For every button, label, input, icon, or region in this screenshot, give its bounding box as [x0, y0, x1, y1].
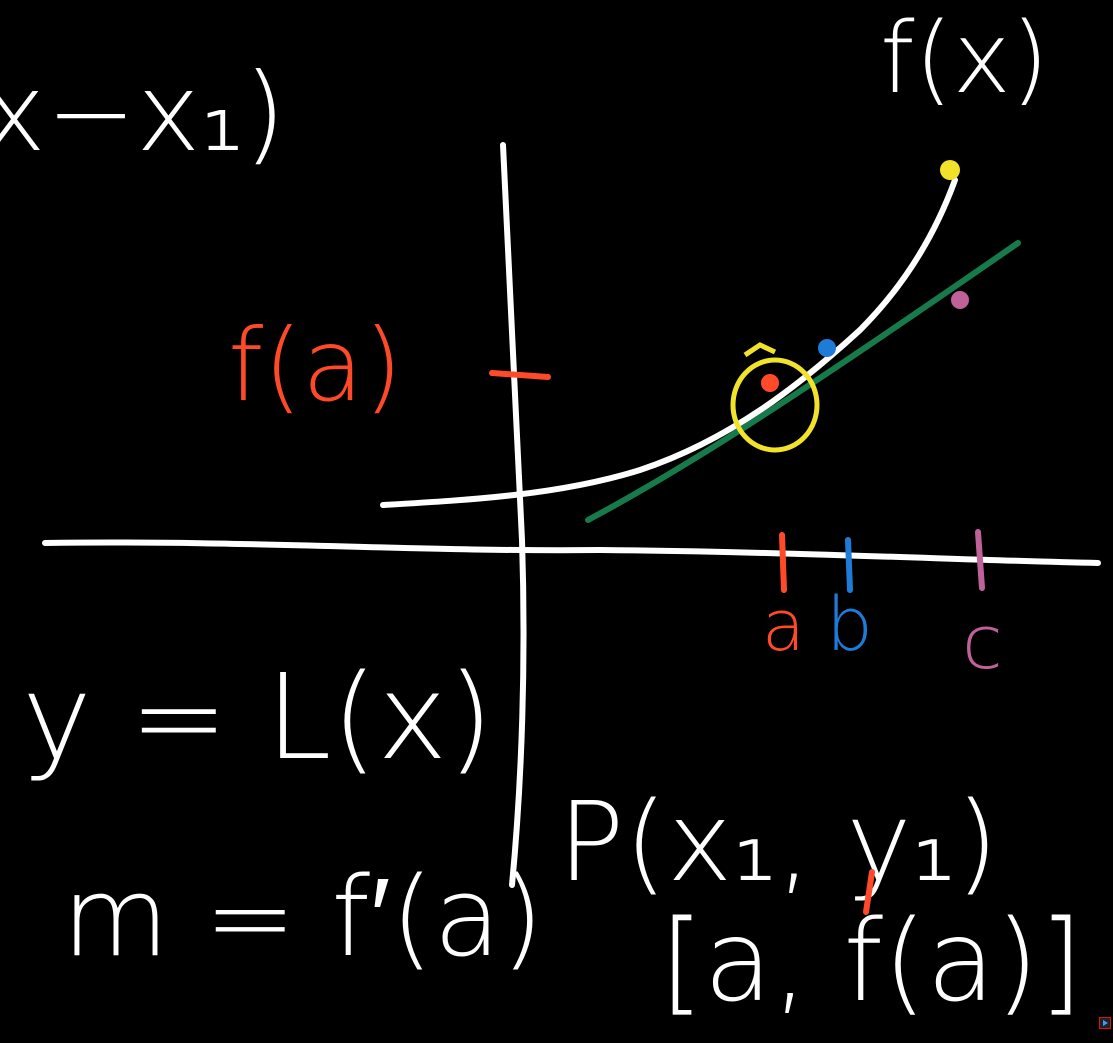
m-equals-label: m = f′(a) [62, 853, 544, 981]
y-equals-l-label: y = L(x) [22, 648, 493, 786]
point-coords-label: [a, f(a)] [660, 897, 1083, 1027]
tick-b-label: b [826, 582, 873, 668]
point-end [940, 160, 960, 180]
tick-c-label: c [962, 600, 1003, 686]
play-icon[interactable] [1099, 1017, 1111, 1029]
point-b [818, 339, 836, 357]
tick-mark-c [978, 532, 982, 588]
tick-a-label: a [762, 585, 805, 667]
f-of-a-label: f(a) [228, 307, 403, 424]
curve-label: f(x) [880, 2, 1049, 116]
f-a-tick [492, 373, 548, 377]
point-c [951, 291, 969, 309]
point-p-label: P(x₁, y₁) [558, 778, 998, 906]
point-a [761, 374, 779, 392]
tick-mark-a [782, 535, 784, 590]
top-left-fragment: x−x₁) [0, 51, 286, 176]
